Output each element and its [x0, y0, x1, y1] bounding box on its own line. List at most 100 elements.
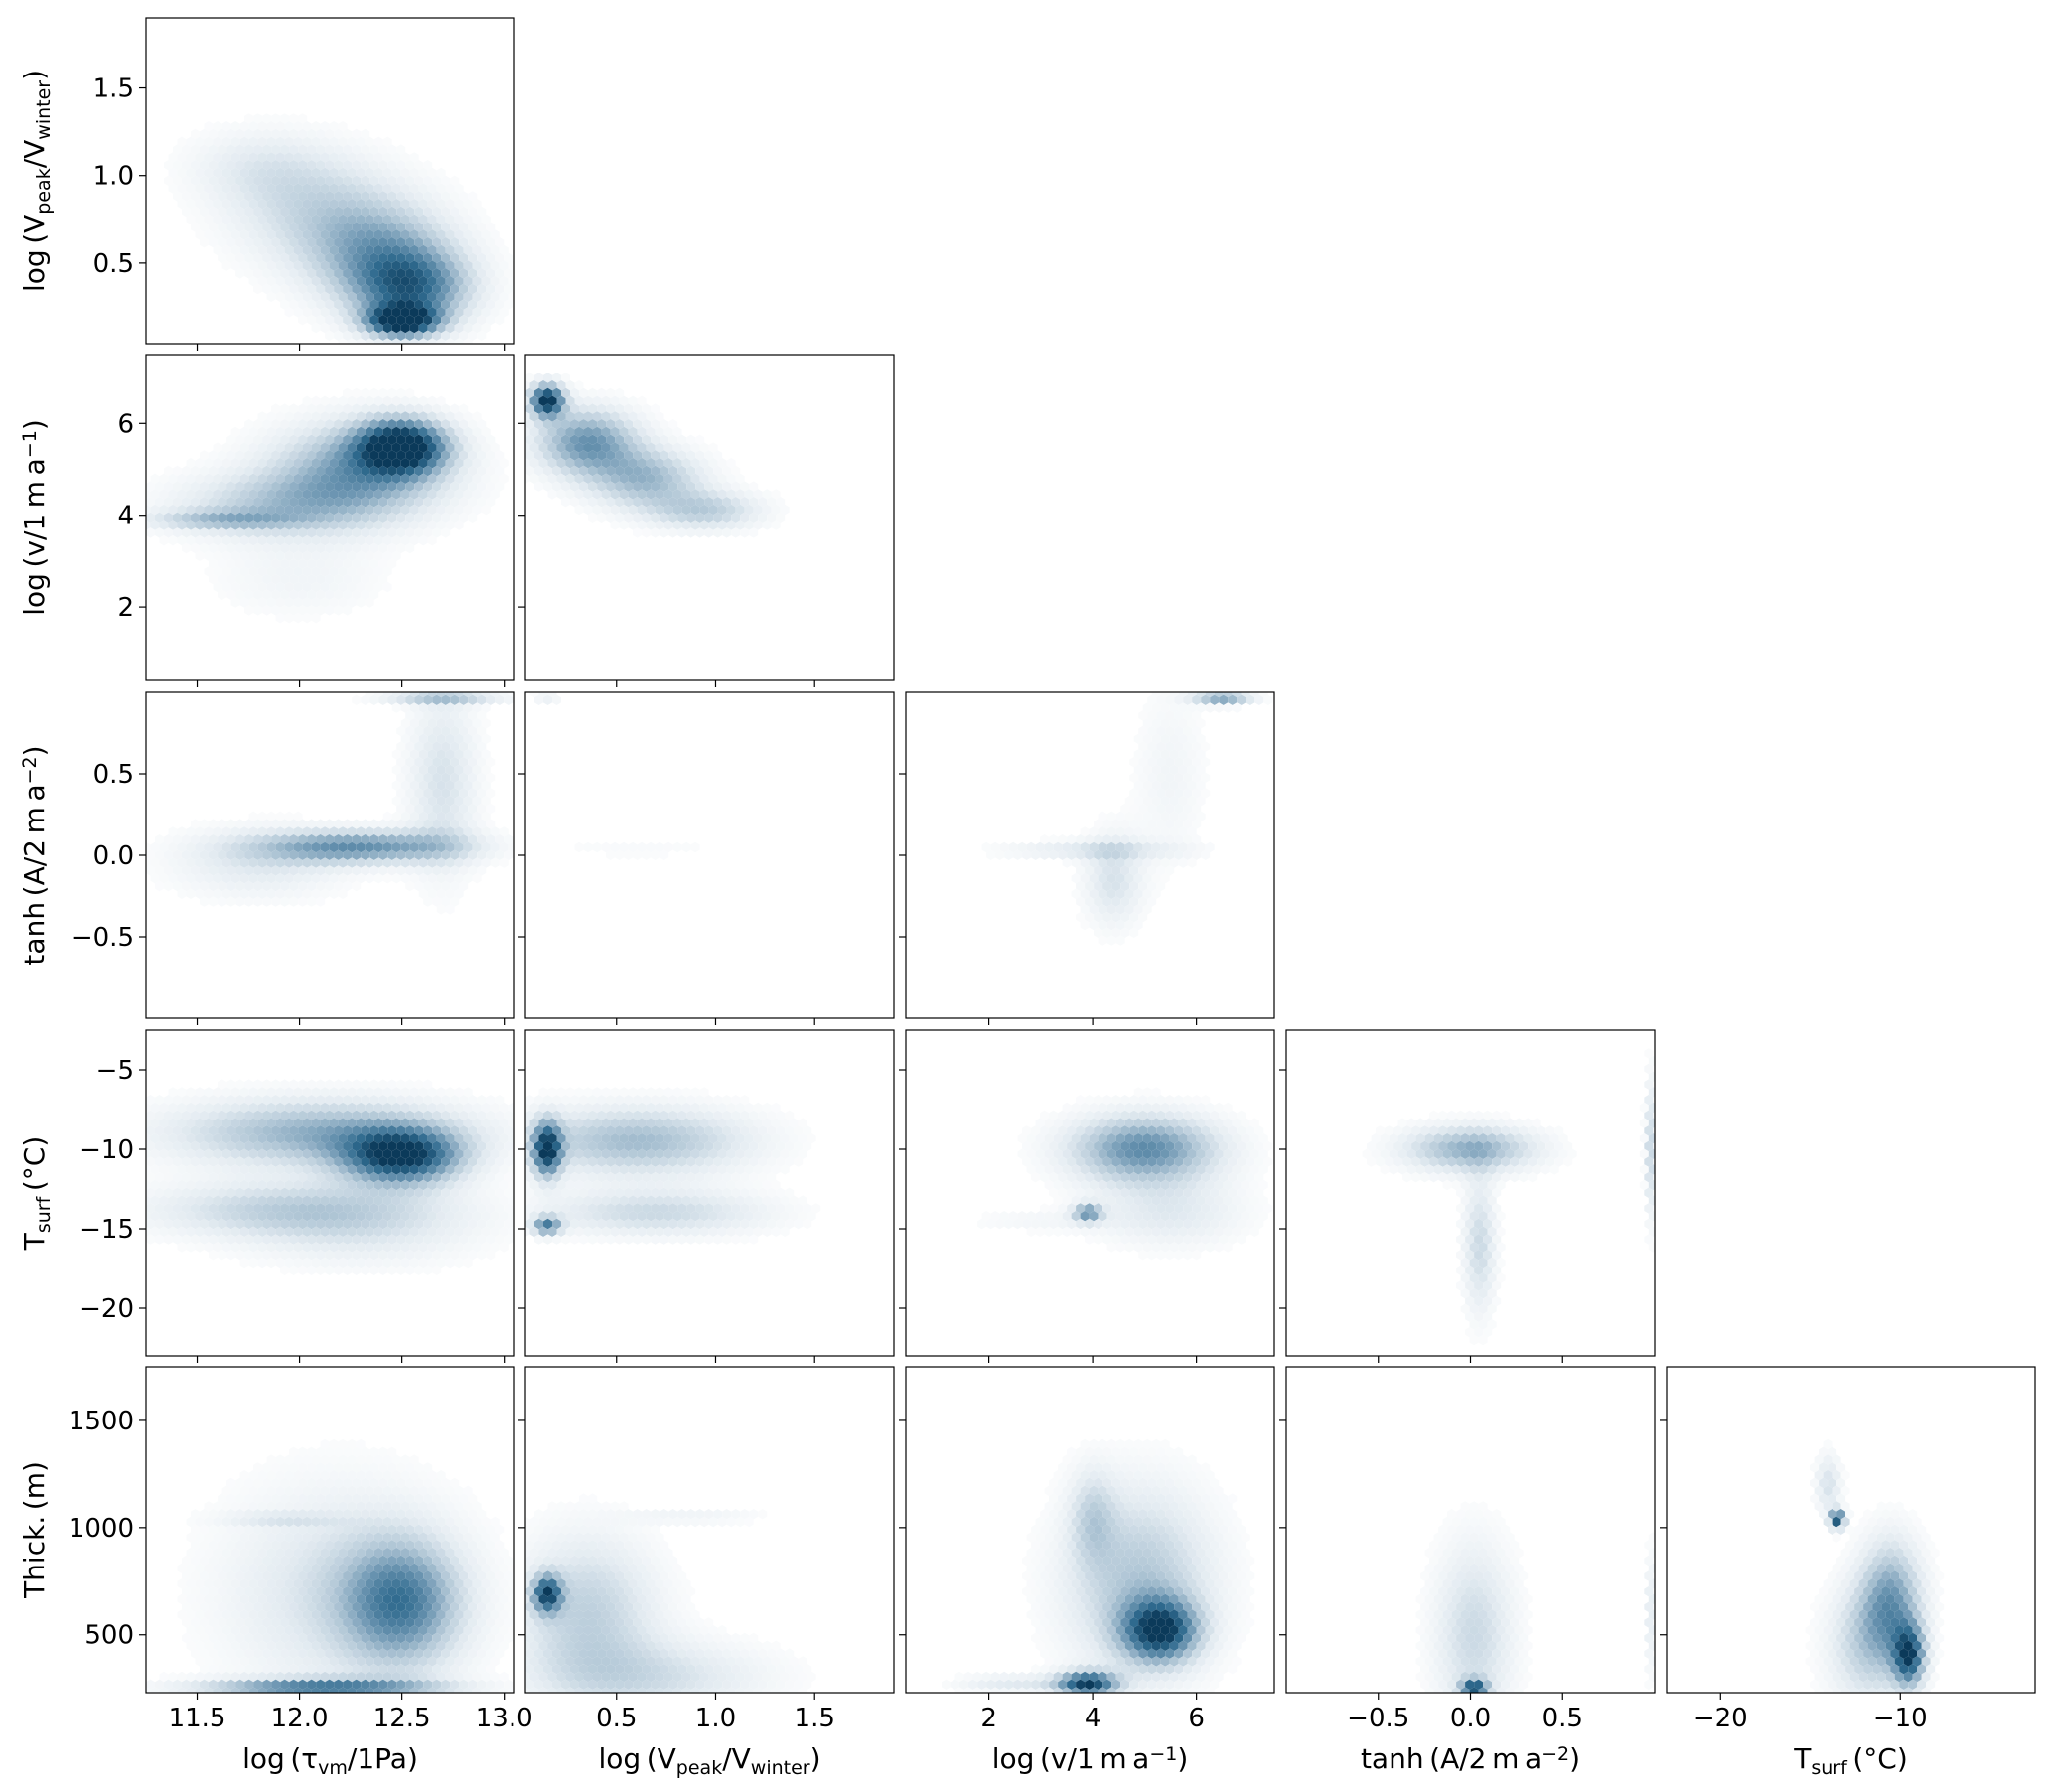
hex-bin [1120, 927, 1130, 938]
hex-bin [320, 489, 330, 500]
hex-bin [472, 244, 482, 256]
hex-bin [239, 442, 249, 453]
hex-bin [432, 527, 442, 538]
hex-bin [1124, 1164, 1134, 1175]
hex-bin [186, 535, 196, 546]
hex-bin [173, 1187, 182, 1198]
hex-bin [409, 473, 419, 484]
hex-bin [615, 450, 625, 461]
hex-bin [651, 1172, 660, 1183]
hex-bin [329, 458, 339, 469]
hex-bin [235, 896, 245, 907]
hex-bin [352, 450, 362, 461]
hex-bin [200, 865, 209, 876]
hex-bin [248, 244, 258, 256]
hex-bin [235, 865, 245, 876]
hex-bin [1178, 702, 1188, 713]
hex-bin [1031, 849, 1041, 860]
hex-bin [1115, 1102, 1125, 1114]
hex-bin [749, 1156, 759, 1167]
hex-bin [418, 841, 428, 853]
hex-bin [221, 229, 231, 240]
hex-bin [1147, 1187, 1157, 1198]
hex-bin [463, 702, 473, 713]
hex-bin [248, 1226, 258, 1237]
hex-bin [204, 152, 214, 163]
hex-bin [182, 481, 191, 492]
hex-bin [477, 283, 487, 295]
hex-bin [173, 191, 182, 202]
hex-bin [365, 1148, 374, 1159]
hex-bin [271, 175, 281, 186]
hex-bin [454, 1133, 464, 1144]
hex-bin [579, 1187, 588, 1198]
hex-bin [356, 597, 366, 608]
hex-bin [427, 489, 437, 500]
hex-bin [655, 1211, 664, 1222]
hex-bin [552, 1218, 561, 1230]
hex-bin [391, 811, 401, 821]
hex-bin [579, 1218, 588, 1230]
hex-bin [298, 558, 308, 569]
hex-bin [418, 183, 428, 194]
hex-bin [459, 1172, 469, 1183]
hex-bin [1080, 888, 1090, 899]
hex-bin [400, 535, 410, 546]
hex-bin [1094, 896, 1103, 907]
hex-bin [325, 527, 335, 538]
hex-bin [235, 1095, 245, 1106]
hex-bin [235, 450, 245, 461]
hex-bin [1151, 764, 1161, 776]
hex-bin [1201, 1172, 1211, 1183]
hex-bin [1094, 1172, 1103, 1183]
hex-bin [1058, 1140, 1068, 1152]
hex-bin [459, 1218, 469, 1230]
hex-bin [574, 1148, 584, 1159]
hex-bin [459, 710, 469, 721]
hex-bin [253, 1140, 263, 1152]
hex-bin [699, 442, 709, 453]
hex-bin [257, 550, 267, 561]
hex-bin [601, 442, 611, 453]
hex-bin [495, 1125, 505, 1136]
hex-bin [619, 504, 629, 516]
hex-bin [651, 1110, 660, 1120]
hex-bin [168, 489, 178, 500]
hex-bin [628, 473, 638, 484]
hex-bin [468, 1172, 478, 1183]
hex-bin [776, 497, 786, 508]
hex-bin [329, 581, 339, 593]
hex-bin [173, 1095, 182, 1106]
hex-bin [606, 1187, 616, 1198]
hex-bin [409, 322, 419, 334]
hex-bin [280, 222, 290, 232]
hex-bin [409, 489, 419, 500]
hex-bin [284, 276, 294, 287]
hex-bin [284, 1226, 294, 1237]
hex-bin [450, 1218, 460, 1230]
hex-bin [253, 605, 263, 616]
hex-bin [257, 229, 267, 240]
hex-bin [257, 1226, 267, 1237]
hex-bin [418, 857, 428, 868]
hex-bin [400, 1211, 410, 1222]
hex-bin [1142, 904, 1152, 915]
hex-bin [529, 1164, 539, 1175]
hex-bin [338, 291, 348, 302]
hex-bin [343, 819, 353, 829]
hex-bin [248, 1102, 258, 1114]
hex-bin [1129, 1156, 1139, 1167]
hex-bin [432, 694, 442, 705]
hex-bin [347, 458, 357, 469]
hex-bin [325, 315, 335, 326]
y-tick-label: −20 [79, 1294, 134, 1324]
hex-bin [495, 481, 505, 492]
hex-bin [538, 442, 548, 453]
hex-bin [525, 1125, 534, 1136]
hex-bin [459, 283, 469, 295]
hex-bin [1062, 857, 1072, 868]
hex-bin [378, 1110, 388, 1120]
hex-bin [1187, 826, 1197, 837]
hex-bin [619, 489, 629, 500]
hex-bin [235, 834, 245, 845]
